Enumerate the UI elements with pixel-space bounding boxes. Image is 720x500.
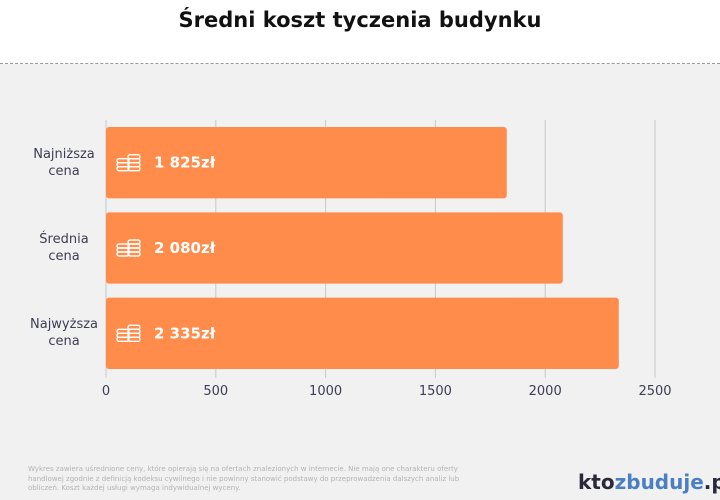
x-tick-label: 0 xyxy=(102,384,110,399)
coin-icon xyxy=(116,324,141,343)
value-label: 1 825zł xyxy=(154,154,216,172)
x-tick-label: 2500 xyxy=(638,384,671,399)
coin xyxy=(116,328,130,335)
coin xyxy=(116,243,130,249)
category-label: Najwyższa cena xyxy=(30,317,99,350)
coin xyxy=(127,324,141,331)
footnote: Wykres zawiera uśrednione ceny, które op… xyxy=(28,465,460,492)
bar xyxy=(106,297,619,369)
x-tick-label: 500 xyxy=(203,384,228,399)
x-tick-label: 1500 xyxy=(419,384,452,399)
logo-part: zbuduje xyxy=(614,470,704,494)
x-tick-label: 1000 xyxy=(309,384,342,399)
x-tick-label: 2000 xyxy=(529,384,562,399)
header xyxy=(0,0,720,64)
logo-part: kto xyxy=(578,470,615,494)
logo-part: .pl xyxy=(703,470,720,494)
coin xyxy=(116,157,130,164)
bar xyxy=(106,127,507,199)
bar xyxy=(106,212,563,284)
coin-icon xyxy=(116,239,141,257)
coin-icon xyxy=(116,153,141,172)
category-label: Średnia cena xyxy=(39,232,89,264)
value-label: 2 335zł xyxy=(154,324,216,342)
category-label: Najniższa cena xyxy=(33,146,95,179)
chart-title: Średni koszt tyczenia budynku xyxy=(178,8,542,32)
logo: ktozbuduje.pl xyxy=(578,470,720,494)
coin xyxy=(127,153,141,160)
coin xyxy=(127,239,141,245)
value-label: 2 080zł xyxy=(154,239,216,257)
